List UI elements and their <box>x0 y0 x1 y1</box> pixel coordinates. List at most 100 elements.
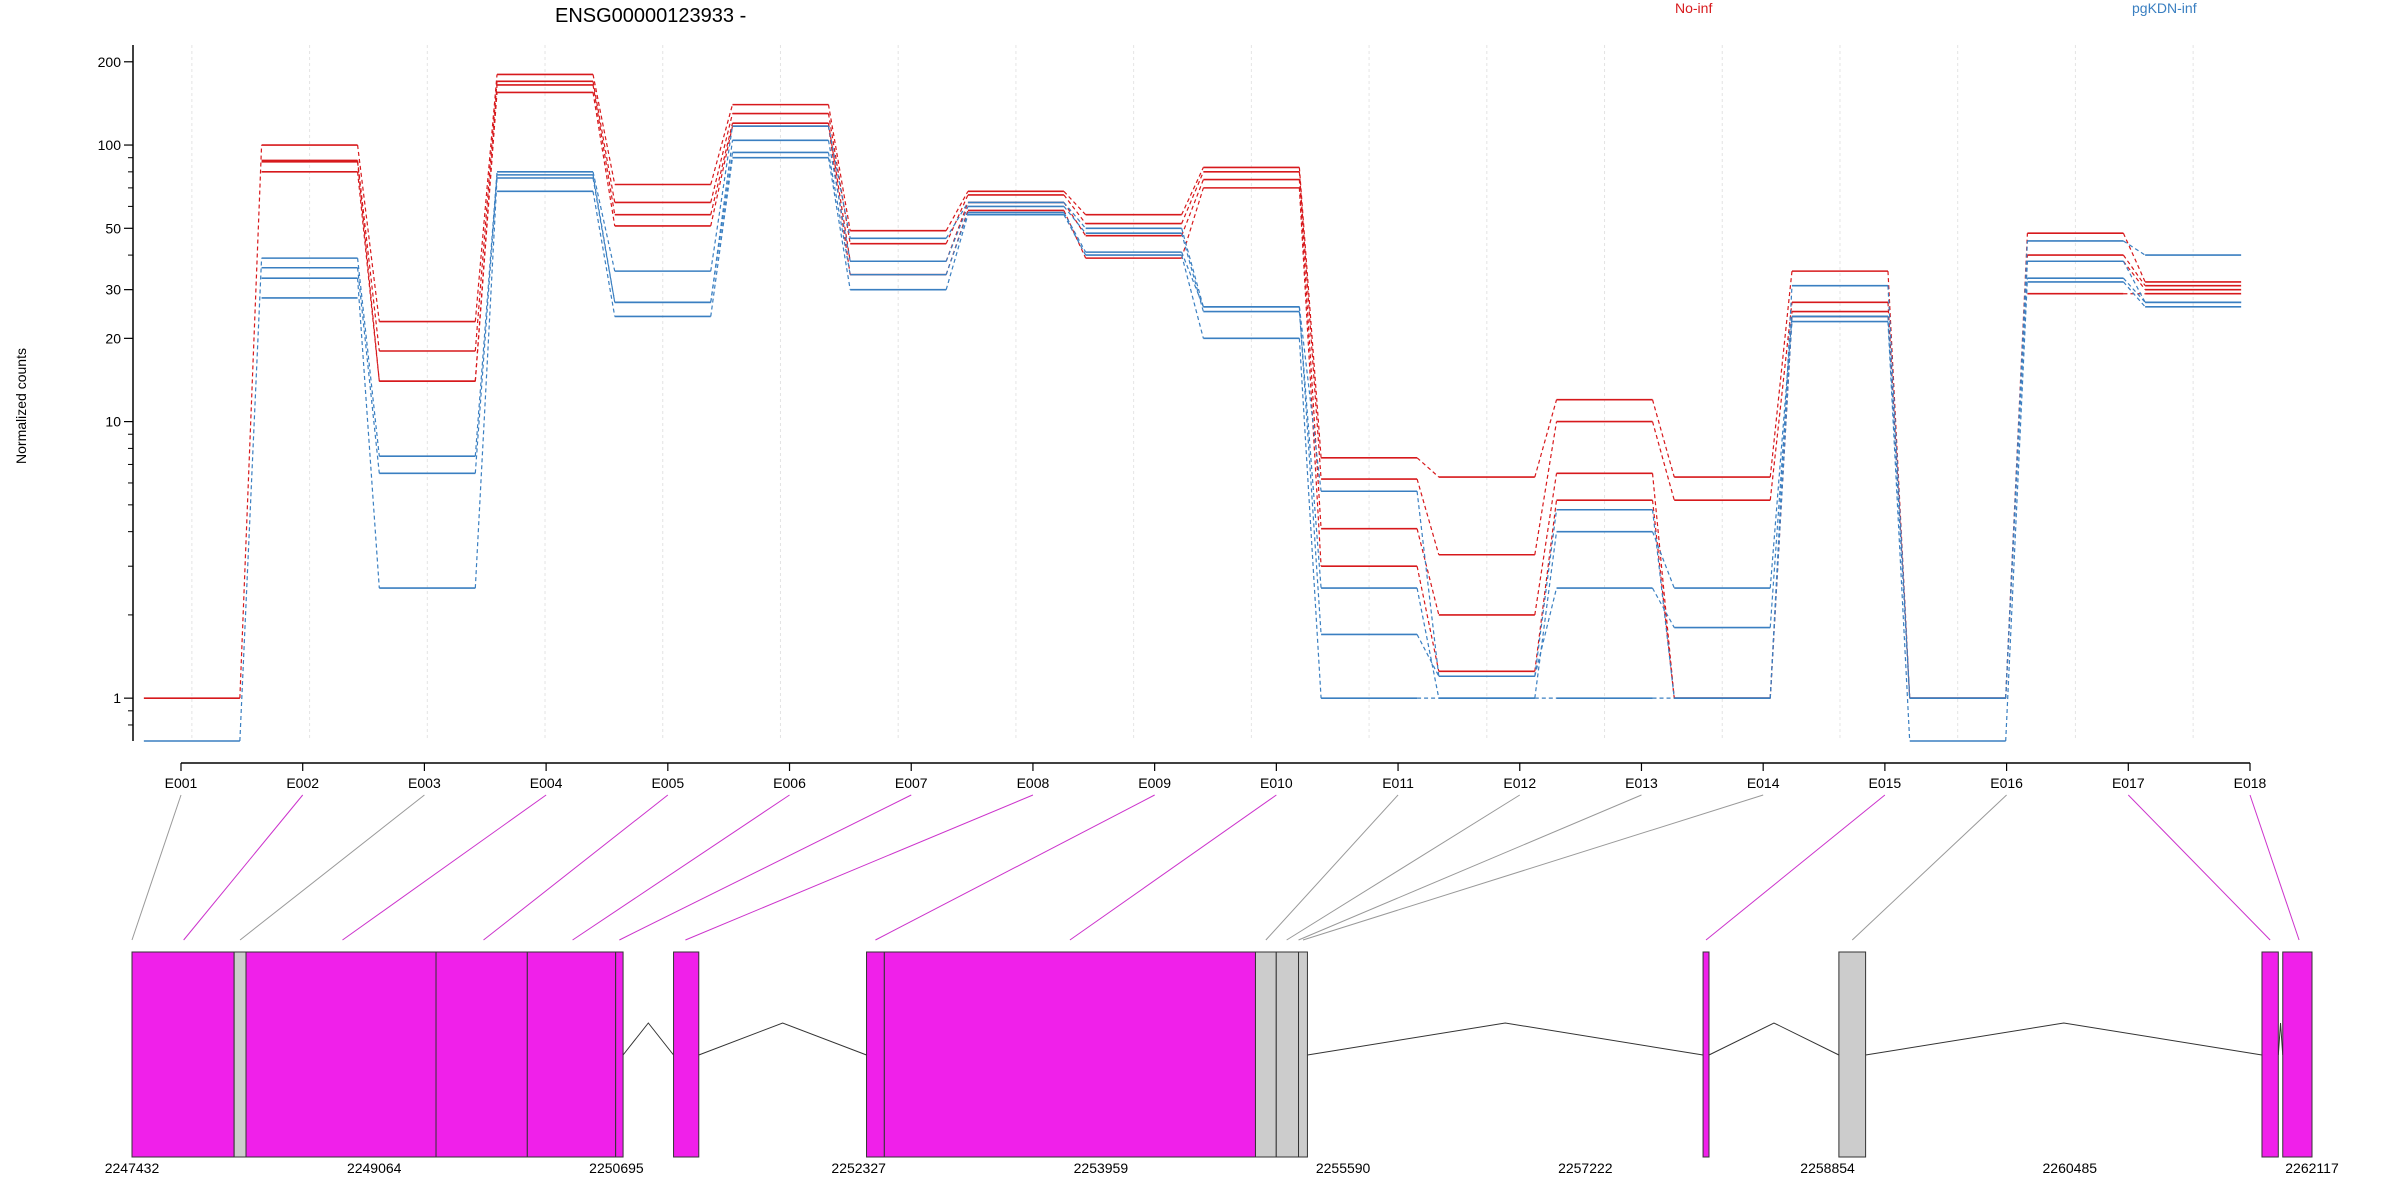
data-connector <box>1416 478 1440 555</box>
data-connector <box>1534 500 1558 672</box>
data-connector <box>945 194 969 244</box>
data-connector <box>710 126 734 272</box>
data-connector <box>1416 491 1440 677</box>
data-connector <box>1063 194 1087 224</box>
y-tick-label: 100 <box>98 137 122 153</box>
coordinate-label: 2260485 <box>2043 1160 2098 1176</box>
x-tick-label: E015 <box>1869 775 1902 791</box>
exon-box <box>435 951 528 1158</box>
data-connector <box>1298 171 1322 480</box>
exon-box <box>883 951 1256 1158</box>
data-connector <box>710 152 734 303</box>
data-connector <box>474 177 498 589</box>
intron-retention-box <box>233 951 247 1158</box>
coordinate-label: 2253959 <box>1074 1160 1129 1176</box>
intron-retention-box <box>1275 951 1300 1158</box>
exon-box <box>131 951 235 1158</box>
exon-box <box>1702 951 1710 1158</box>
exon-box <box>615 951 624 1158</box>
x-tick-label: E014 <box>1747 775 1780 791</box>
x-tick-label: E003 <box>408 775 441 791</box>
exon-connector-line <box>342 794 547 941</box>
exon-connector-line <box>239 794 425 941</box>
x-tick-label: E012 <box>1503 775 1536 791</box>
legend-no-inf: No-inf <box>1675 0 1712 16</box>
x-tick-label: E008 <box>1017 775 1050 791</box>
data-connector <box>2122 232 2146 283</box>
data-connector <box>1534 399 1558 478</box>
x-tick-label: E013 <box>1625 775 1658 791</box>
data-connector <box>1298 179 1322 529</box>
intron-line <box>698 1022 867 1056</box>
data-connector <box>1181 254 1204 339</box>
coordinate-label: 2249064 <box>347 1160 402 1176</box>
x-tick-label: E005 <box>651 775 684 791</box>
data-connector <box>2122 254 2146 287</box>
data-connector <box>1769 285 1793 699</box>
x-tick-label: E004 <box>530 775 563 791</box>
coordinate-label: 2252327 <box>831 1160 886 1176</box>
y-tick-label: 50 <box>105 220 121 236</box>
intron-retention-box <box>1254 951 1277 1158</box>
series-pgkdn-inf <box>261 151 2242 742</box>
data-connector <box>710 157 734 317</box>
data-connector <box>827 104 851 231</box>
data-connector <box>2122 281 2146 308</box>
data-connector <box>239 145 263 699</box>
data-connector <box>1416 528 1440 616</box>
data-connector <box>710 113 734 203</box>
data-connector <box>2005 261 2029 699</box>
data-connector <box>2122 260 2146 291</box>
exon-box <box>245 951 437 1158</box>
data-connector <box>1652 587 1675 628</box>
data-connector <box>1651 399 1675 478</box>
x-tick-label: E001 <box>165 775 198 791</box>
exon-connector-line <box>1265 794 1399 941</box>
data-connector <box>1181 171 1204 224</box>
data-connector <box>2122 260 2146 303</box>
gene-model-track <box>131 951 2313 1158</box>
exon-box <box>526 951 617 1158</box>
data-connector <box>1769 316 1793 589</box>
data-connector <box>1651 509 1675 699</box>
legend-pgkdn-inf: pgKDN-inf <box>2132 0 2197 16</box>
x-tick-label: E009 <box>1138 775 1171 791</box>
data-connector <box>356 160 380 352</box>
x-tick-label: E006 <box>773 775 806 791</box>
exon-connector-line <box>1286 794 1521 941</box>
intron-line <box>2277 1022 2284 1056</box>
exon-connector-line <box>1705 794 1886 941</box>
grid-lines <box>191 45 2194 741</box>
data-connector <box>474 92 498 382</box>
data-connector <box>1887 321 1911 742</box>
data-connector <box>2005 240 2029 699</box>
data-connector <box>1181 179 1204 236</box>
data-connector <box>356 258 380 457</box>
data-connector <box>592 177 616 303</box>
intron-line <box>622 1022 674 1056</box>
exon-connector-line <box>1851 794 2007 941</box>
data-connector <box>592 174 616 303</box>
data-connector <box>827 123 851 262</box>
data-connector <box>1063 206 1087 234</box>
series-no-inf <box>143 73 2242 699</box>
chart-title: ENSG00000123933 - <box>555 5 746 27</box>
exon-connector-line <box>1069 794 1277 941</box>
exon-connectors <box>131 794 2300 941</box>
data-connector <box>1416 587 1440 699</box>
data-connector <box>592 171 616 272</box>
data-connector <box>592 81 616 203</box>
data-connector <box>827 126 851 275</box>
exon-connector-line <box>572 794 790 941</box>
data-connector <box>1651 421 1675 501</box>
data-connector <box>827 126 851 239</box>
data-connector <box>710 123 734 215</box>
series-pgkdn-inf <box>143 125 2242 742</box>
exon-connector-line <box>183 794 304 941</box>
data-connector <box>1181 187 1204 259</box>
coordinate-label: 2247432 <box>105 1160 160 1176</box>
data-connector <box>356 161 380 382</box>
data-connector <box>474 74 498 322</box>
exon-box <box>866 951 885 1158</box>
